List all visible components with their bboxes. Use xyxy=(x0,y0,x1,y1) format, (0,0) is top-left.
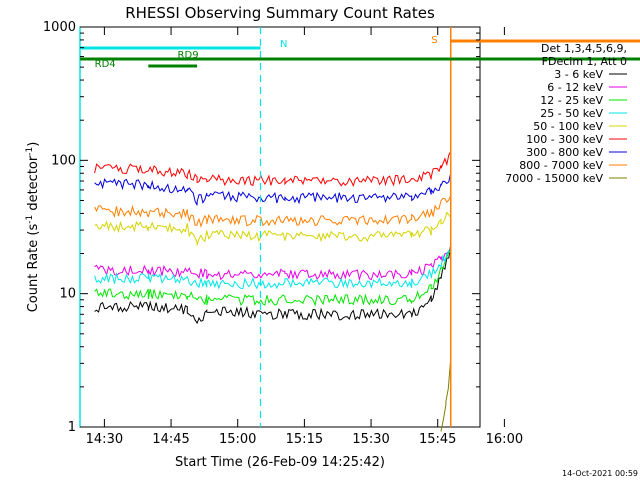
x-tick-label: 15:15 xyxy=(286,432,323,447)
annotation-label: N xyxy=(280,39,287,50)
x-tick-label: 15:30 xyxy=(352,432,389,447)
legend-entry-label: 25 - 50 keV xyxy=(540,107,603,120)
series-layer xyxy=(94,151,452,432)
legend-entry-label: 6 - 12 keV xyxy=(547,81,603,94)
x-tick-label: 16:00 xyxy=(486,432,523,447)
legend-entry-label: 50 - 100 keV xyxy=(533,120,603,133)
series-line xyxy=(94,244,452,324)
series-line xyxy=(94,251,451,307)
series-line xyxy=(440,358,452,432)
x-tick-label: 14:30 xyxy=(86,432,123,447)
y-label-exponent: -1 xyxy=(25,147,35,156)
y-label-text: detector xyxy=(26,155,41,215)
x-axis-label: Start Time (26-Feb-09 14:25:42) xyxy=(175,455,385,470)
annotation-label: RD4 xyxy=(95,59,116,70)
axis-layer: 14:30 14:45 15:00 15:15 15:30 15:45 16:00 1 10 10… xyxy=(43,20,523,447)
legend-header: Det 1,3,4,5,6,9, xyxy=(541,42,627,55)
legend-entry-label: 7000 - 15000 keV xyxy=(505,172,603,185)
legend-entry-label: 12 - 25 keV xyxy=(540,94,603,107)
annotation-label: RD9 xyxy=(178,50,199,61)
series-line xyxy=(94,172,452,206)
plot-frame xyxy=(79,26,481,428)
x-tick-label: 15:45 xyxy=(419,432,456,447)
y-label-text: Count Rate (s xyxy=(26,224,41,313)
legend-entry-label: 100 - 300 keV xyxy=(526,133,603,146)
series-line xyxy=(94,195,452,228)
legend-entry-label: 3 - 6 keV xyxy=(554,68,603,81)
chart-title: RHESSI Observing Summary Count Rates xyxy=(125,4,435,22)
y-tick-label: 1 xyxy=(68,420,76,435)
y-tick-label: 10 xyxy=(59,287,76,302)
y-tick-label: 100 xyxy=(51,153,76,168)
y-label-text: ) xyxy=(26,142,41,147)
y-tick-label: 1000 xyxy=(43,20,76,35)
series-line xyxy=(94,249,451,290)
y-axis-label: Count Rate (s-1 detector-1) xyxy=(25,142,41,313)
series-line xyxy=(94,211,452,246)
marker-layer: N RD9 RD4 S xyxy=(79,27,640,427)
legend-header: FDecim 1, Att 0 xyxy=(542,55,627,68)
annotation-label: S xyxy=(431,35,437,46)
legend-entry-label: 800 - 7000 keV xyxy=(519,159,603,172)
y-label-exponent: -1 xyxy=(25,215,35,224)
series-line xyxy=(94,250,452,282)
footer-timestamp: 14-Oct-2021 00:59 xyxy=(562,469,638,478)
x-tick-label: 15:00 xyxy=(219,432,256,447)
legend: Det 1,3,4,5,6,9,FDecim 1, Att 03 - 6 keV… xyxy=(505,42,627,185)
series-line xyxy=(94,151,452,188)
legend-entry-label: 300 - 800 keV xyxy=(526,146,603,159)
x-tick-label: 14:45 xyxy=(152,432,189,447)
